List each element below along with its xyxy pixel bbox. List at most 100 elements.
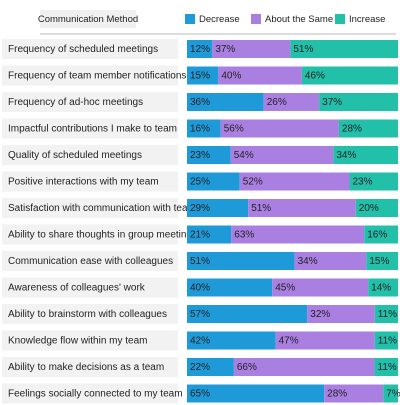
- bar-segment: [324, 384, 384, 403]
- bar-segment: [368, 278, 398, 297]
- value-label: 37%: [215, 44, 235, 55]
- value-label: 23%: [352, 177, 372, 188]
- value-label: 28%: [342, 124, 362, 135]
- bar-segment: [374, 305, 398, 323]
- value-label: 40%: [190, 283, 210, 294]
- bar-segment: [248, 199, 356, 217]
- value-label: 15%: [190, 71, 210, 82]
- legend-swatch: [335, 14, 345, 24]
- bar-segment: [187, 278, 273, 297]
- row-label-box: [2, 304, 178, 324]
- row-label: Ability to brainstorm with colleagues: [8, 309, 167, 320]
- row-label: Frequency of team member notifications: [8, 71, 186, 82]
- legend-swatch: [251, 14, 261, 24]
- row-label: Positive interactions with my team: [8, 177, 159, 188]
- legend-swatch: [185, 14, 195, 24]
- bar-segment: [349, 172, 398, 191]
- value-label: 11%: [378, 336, 397, 347]
- bar-segment: [290, 40, 398, 58]
- row-label-box: [2, 65, 178, 86]
- value-label: 11%: [378, 309, 397, 320]
- row-label-box: [2, 145, 178, 165]
- row-label-box: [2, 277, 178, 298]
- value-label: 16%: [367, 230, 387, 241]
- value-label: 26%: [267, 97, 287, 108]
- bar-segment: [212, 40, 291, 58]
- row-label: Satisfaction with communication with tea…: [8, 203, 196, 214]
- bar-segment: [272, 278, 369, 297]
- bar-segment: [187, 305, 308, 323]
- value-label: 22%: [190, 362, 210, 373]
- value-label: 20%: [359, 203, 379, 214]
- row-label: Communication ease with colleagues: [8, 256, 173, 267]
- bar-segment: [231, 225, 365, 244]
- row-label-box: [2, 171, 178, 192]
- row-label: Awareness of colleagues' work: [8, 283, 146, 294]
- bar-segment: [364, 225, 398, 244]
- legend-label: Increase: [349, 14, 385, 25]
- value-label: 40%: [221, 71, 241, 82]
- bar-segment: [187, 331, 276, 350]
- bar-segment: [275, 331, 375, 350]
- row-label-box: [2, 39, 178, 59]
- bar-segment: [301, 66, 398, 85]
- row-label: Ability to make decisions as a team: [8, 362, 164, 373]
- bar-segment: [383, 384, 398, 403]
- value-label: 15%: [369, 256, 389, 267]
- value-label: 14%: [371, 283, 391, 294]
- bar-segment: [355, 199, 398, 217]
- value-label: 54%: [234, 150, 254, 161]
- row-label: Knowledge flow within my team: [8, 336, 148, 347]
- value-label: 34%: [298, 256, 318, 267]
- value-label: 12%: [190, 44, 210, 55]
- value-label: 37%: [322, 97, 342, 108]
- bar-segment: [187, 199, 249, 217]
- row-label-box: [2, 357, 178, 377]
- row-label-box: [2, 198, 178, 218]
- bar-segment: [187, 384, 325, 403]
- bar-segment: [218, 66, 302, 85]
- bar-segment: [230, 146, 334, 164]
- value-label: 65%: [190, 389, 210, 400]
- value-label: 23%: [190, 150, 210, 161]
- bar-segment: [187, 146, 231, 164]
- row-label-box: [2, 383, 178, 404]
- value-label: 25%: [190, 177, 210, 188]
- value-label: 32%: [310, 309, 330, 320]
- value-label: 28%: [327, 389, 347, 400]
- bar-segment: [187, 252, 295, 270]
- bar-segment: [187, 358, 234, 376]
- legend-label: Decrease: [199, 14, 240, 25]
- value-label: 7%: [386, 389, 400, 400]
- value-label: 42%: [190, 336, 210, 347]
- value-label: 46%: [305, 71, 325, 82]
- bar-segment: [333, 146, 398, 164]
- value-label: 66%: [237, 362, 257, 373]
- bar-segment: [338, 119, 398, 138]
- bar-segment: [187, 225, 232, 244]
- bar-segment: [294, 252, 367, 270]
- value-label: 51%: [190, 256, 210, 267]
- bar-segment: [233, 358, 375, 376]
- value-label: 21%: [190, 230, 210, 241]
- bar-segment: [187, 93, 264, 111]
- value-label: 36%: [190, 97, 210, 108]
- row-label: Ability to share thoughts in group meeti…: [8, 230, 197, 241]
- value-label: 16%: [190, 124, 210, 135]
- row-label: Impactful contributions I make to team: [8, 124, 177, 135]
- value-label: 57%: [190, 309, 210, 320]
- value-label: 45%: [275, 283, 295, 294]
- bar-segment: [307, 305, 375, 323]
- row-label: Frequency of scheduled meetings: [8, 44, 158, 55]
- bar-segment: [187, 172, 240, 191]
- bar-segment: [187, 66, 219, 85]
- row-label-box: [2, 251, 178, 271]
- bar-segment: [220, 119, 339, 138]
- value-label: 29%: [190, 203, 210, 214]
- value-label: 63%: [234, 230, 254, 241]
- row-label: Feelings socially connected to my team: [8, 389, 183, 400]
- value-label: 34%: [336, 150, 356, 161]
- value-label: 56%: [224, 124, 244, 135]
- value-label: 52%: [243, 177, 263, 188]
